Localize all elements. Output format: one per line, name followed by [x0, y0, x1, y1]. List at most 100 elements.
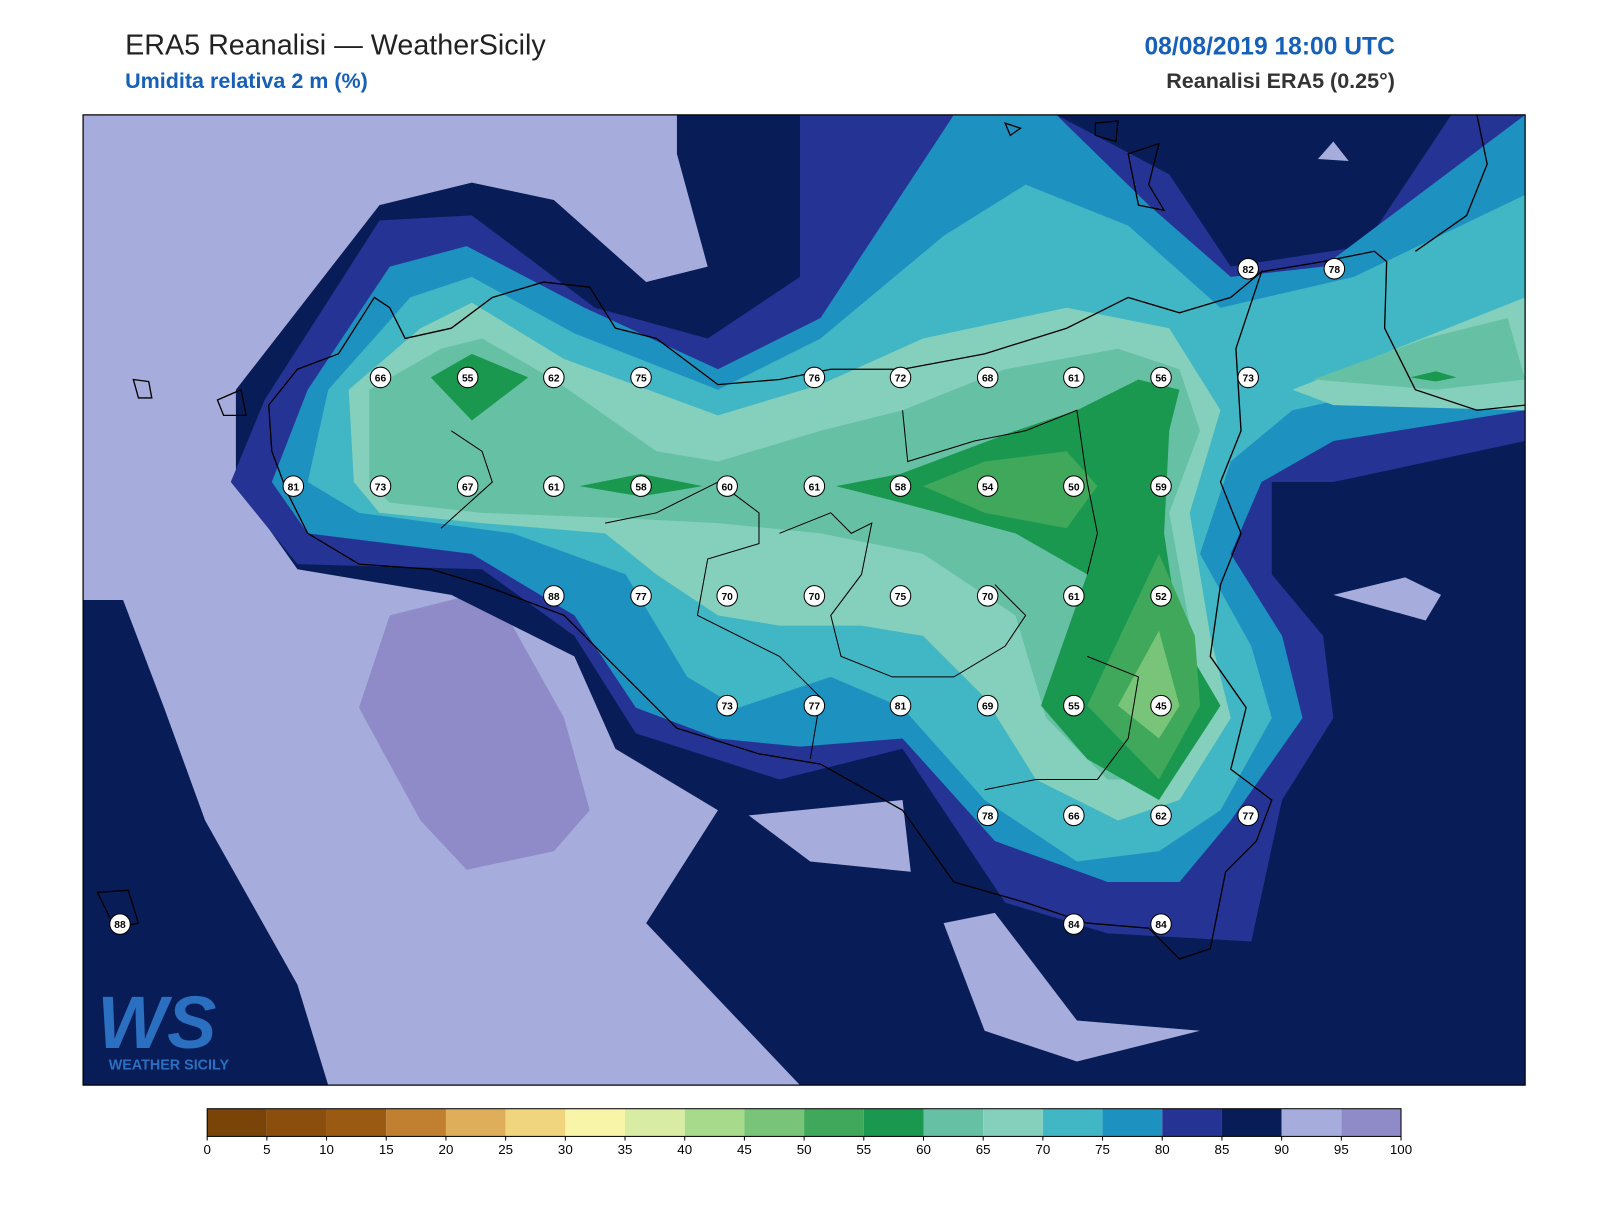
station-value: 69	[982, 702, 994, 713]
station-value: 76	[809, 374, 821, 385]
station-value: 58	[635, 482, 647, 493]
station-value: 81	[895, 702, 907, 713]
station-marker	[1150, 913, 1172, 935]
logo-text: WEATHER SICILY	[109, 1058, 230, 1074]
source: Reanalisi ERA5 (0.25°)	[1166, 69, 1395, 93]
station-marker	[630, 366, 652, 389]
station-value: 77	[635, 592, 647, 603]
station-value: 70	[982, 592, 994, 603]
field-95	[1333, 577, 1442, 621]
station-value: 73	[1243, 374, 1255, 385]
station-marker	[889, 585, 912, 607]
colorbar-tick-label: 10	[319, 1142, 334, 1157]
station-value: 66	[375, 374, 387, 385]
colorbar-tick-label: 0	[203, 1142, 210, 1157]
station-marker	[976, 366, 999, 389]
colorbar: 0 5 10 15 20 25 30 35 40 45 50 55 60 65 70 75 80 85 90 95 10…	[203, 1108, 1412, 1157]
field-95	[748, 800, 911, 872]
station-value: 73	[721, 702, 733, 713]
station-marker	[716, 585, 738, 607]
colorbar-tick-label: 95	[1334, 1142, 1349, 1157]
station-value: 55	[462, 374, 474, 385]
station-marker	[803, 694, 826, 717]
coastline	[96, 120, 1166, 929]
station-value: 81	[288, 482, 300, 493]
station-value: 77	[1243, 811, 1255, 822]
colorbar-bin	[1102, 1108, 1163, 1137]
field-60	[430, 353, 529, 421]
field-55	[923, 451, 1098, 529]
field-60	[1410, 371, 1457, 382]
station-marker	[1237, 366, 1259, 389]
station-value: 59	[1155, 482, 1167, 493]
station-value: 88	[548, 592, 560, 603]
station-marker	[543, 475, 565, 497]
colorbar-tick-label: 30	[558, 1142, 573, 1157]
colorbar-bin	[863, 1108, 924, 1137]
map-area: WS WEATHER SICILY 66 55 62 75 76 72 68 61 56 73 82…	[83, 114, 1526, 1086]
station-value: 72	[895, 374, 907, 385]
colorbar-bin	[1042, 1108, 1103, 1137]
station-value: 75	[895, 592, 907, 603]
station-marker	[282, 475, 305, 497]
field-100	[358, 589, 590, 870]
station-marker	[1237, 804, 1259, 827]
station-marker	[456, 366, 479, 389]
station-marker	[109, 913, 131, 935]
station-value: 50	[1068, 482, 1080, 493]
colorbar-tick-label: 90	[1274, 1142, 1289, 1157]
colorbar-tick-label: 50	[797, 1142, 812, 1157]
colorbar-bin	[744, 1108, 805, 1137]
station-marker	[1150, 694, 1172, 717]
station-value: 68	[982, 374, 994, 385]
station-value: 60	[721, 482, 733, 493]
colorbar-tick-label: 35	[618, 1142, 633, 1157]
station-value: 78	[982, 811, 994, 822]
colorbar-tick-label: 60	[916, 1142, 931, 1157]
station-value: 73	[375, 482, 387, 493]
colorbar-tick-label: 40	[677, 1142, 692, 1157]
station-marker	[803, 366, 826, 389]
station-marker	[1063, 366, 1085, 389]
colorbar-bin	[326, 1108, 387, 1137]
colorbar-bin	[684, 1108, 745, 1137]
station-marker	[543, 585, 565, 607]
colorbar-tick-label: 75	[1095, 1142, 1110, 1157]
station-marker	[630, 585, 652, 607]
colorbar-bin	[207, 1108, 267, 1137]
station-marker	[1150, 366, 1172, 389]
station-value: 82	[1243, 265, 1255, 276]
field-90	[83, 600, 329, 1086]
station-value: 45	[1155, 702, 1167, 713]
colorbar-tick-label: 55	[856, 1142, 871, 1157]
station-marker	[716, 694, 738, 717]
colorbar-tick-label: 80	[1155, 1142, 1170, 1157]
station-value: 58	[895, 482, 907, 493]
logo-mark: WS	[97, 981, 216, 1064]
colorbar-bin	[1162, 1108, 1222, 1137]
colorbar-bin	[983, 1108, 1043, 1137]
station-value: 77	[809, 702, 821, 713]
station-value: 70	[721, 592, 733, 603]
colorbar-bin	[386, 1108, 446, 1137]
station-value: 54	[982, 482, 994, 493]
colorbar-bin	[923, 1108, 984, 1137]
colorbar-tick-label: 85	[1215, 1142, 1230, 1157]
station-value: 56	[1155, 374, 1167, 385]
station-value: 62	[1155, 811, 1167, 822]
station-value: 61	[1068, 592, 1080, 603]
logo: WS WEATHER SICILY	[97, 981, 229, 1074]
station-value: 61	[548, 482, 560, 493]
colorbar-bin	[1221, 1108, 1282, 1137]
field-95	[1317, 141, 1349, 162]
stations: 66 55 62 75 76 72 68 61 56 73 82 78 81 73 67 61 58 60 61 58…	[109, 257, 1346, 935]
colorbar-bin	[1281, 1108, 1342, 1137]
station-marker	[369, 475, 392, 497]
station-marker	[1063, 585, 1085, 607]
station-marker	[1150, 804, 1172, 827]
station-value: 67	[462, 482, 474, 493]
colorbar-bin	[266, 1108, 327, 1137]
station-value: 55	[1068, 702, 1080, 713]
